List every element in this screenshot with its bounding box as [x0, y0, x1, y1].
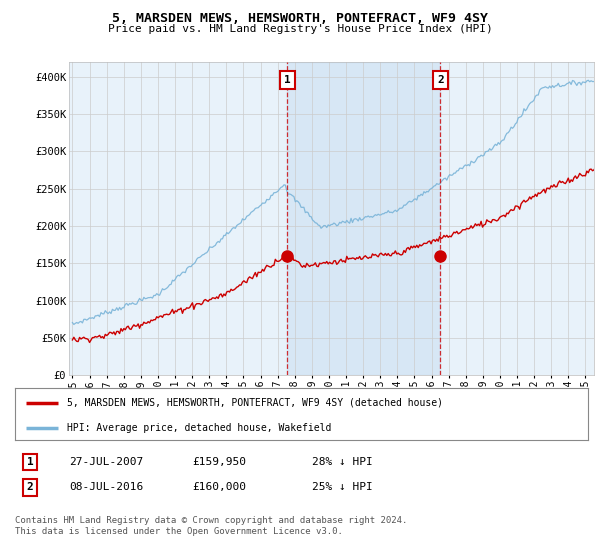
Text: 5, MARSDEN MEWS, HEMSWORTH, PONTEFRACT, WF9 4SY: 5, MARSDEN MEWS, HEMSWORTH, PONTEFRACT, …: [112, 12, 488, 25]
Text: 25% ↓ HPI: 25% ↓ HPI: [312, 482, 373, 492]
Text: Price paid vs. HM Land Registry's House Price Index (HPI): Price paid vs. HM Land Registry's House …: [107, 24, 493, 34]
Bar: [287, 62, 440, 375]
Text: 08-JUL-2016: 08-JUL-2016: [69, 482, 143, 492]
Text: £159,950: £159,950: [192, 457, 246, 467]
Text: £160,000: £160,000: [192, 482, 246, 492]
Text: HPI: Average price, detached house, Wakefield: HPI: Average price, detached house, Wake…: [67, 423, 331, 433]
Text: Contains HM Land Registry data © Crown copyright and database right 2024.
This d: Contains HM Land Registry data © Crown c…: [15, 516, 407, 536]
Text: 27-JUL-2007: 27-JUL-2007: [69, 457, 143, 467]
Text: 2: 2: [26, 482, 34, 492]
Text: 2: 2: [437, 75, 444, 85]
Text: 5, MARSDEN MEWS, HEMSWORTH, PONTEFRACT, WF9 4SY (detached house): 5, MARSDEN MEWS, HEMSWORTH, PONTEFRACT, …: [67, 398, 443, 408]
Text: 28% ↓ HPI: 28% ↓ HPI: [312, 457, 373, 467]
Text: 1: 1: [284, 75, 291, 85]
Text: 1: 1: [26, 457, 34, 467]
